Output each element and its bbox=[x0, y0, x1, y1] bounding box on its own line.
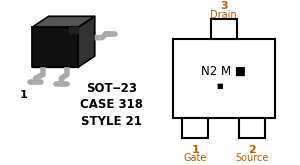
Text: STYLE 21: STYLE 21 bbox=[81, 115, 142, 128]
Text: 1: 1 bbox=[20, 90, 28, 100]
Text: SOT‒23: SOT‒23 bbox=[86, 82, 137, 95]
Text: ■: ■ bbox=[216, 83, 223, 89]
Text: Source: Source bbox=[236, 153, 269, 164]
Bar bbox=[173, 39, 274, 118]
Text: Gate: Gate bbox=[184, 153, 207, 164]
Bar bbox=[211, 19, 237, 39]
Bar bbox=[182, 118, 208, 138]
Polygon shape bbox=[32, 27, 78, 67]
Text: CASE 318: CASE 318 bbox=[80, 99, 143, 111]
Text: 2: 2 bbox=[248, 145, 256, 155]
Bar bbox=[239, 118, 265, 138]
Text: 1: 1 bbox=[191, 145, 199, 155]
Polygon shape bbox=[78, 16, 94, 67]
Polygon shape bbox=[32, 16, 94, 27]
Text: N2 M ■: N2 M ■ bbox=[201, 65, 246, 78]
Polygon shape bbox=[69, 27, 78, 33]
Text: 3: 3 bbox=[220, 1, 228, 11]
Text: Drain: Drain bbox=[211, 10, 237, 19]
